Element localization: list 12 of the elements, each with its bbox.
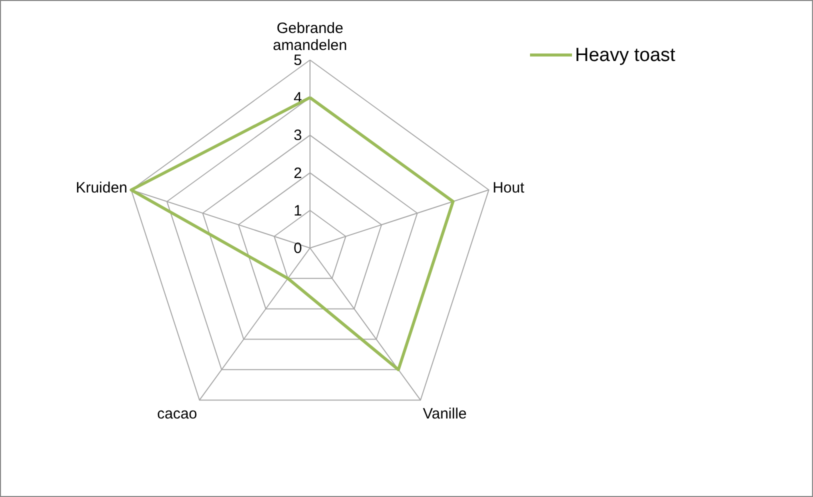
spoke-label: cacao — [157, 406, 198, 423]
y-tick-label: 5 — [294, 52, 302, 69]
y-tick-label: 0 — [294, 240, 302, 257]
y-tick-label: 2 — [294, 164, 302, 182]
legend-label: Heavy toast — [575, 45, 676, 66]
y-tick-label: 3 — [294, 127, 302, 144]
y-tick-label: 4 — [294, 90, 302, 107]
spoke-label: Gebrande amandelen — [272, 20, 348, 54]
y-tick-label: 1 — [294, 202, 302, 220]
spoke-label: Vanille — [422, 406, 467, 423]
spoke-label: Kruiden — [76, 179, 128, 196]
spoke-label: Hout — [492, 179, 526, 196]
